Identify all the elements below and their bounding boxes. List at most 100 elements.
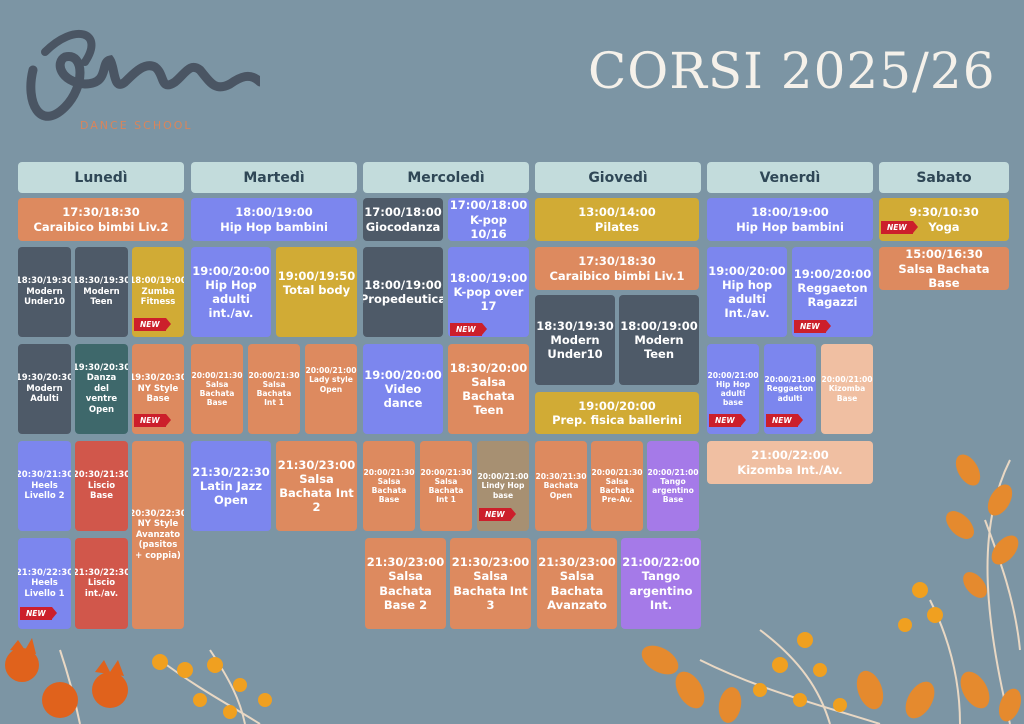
course-time: 9:30/10:30 bbox=[909, 205, 979, 220]
page-title: CORSI 2025/26 bbox=[588, 42, 996, 100]
course-time: 18:00/19:00 bbox=[132, 276, 184, 287]
course-time: 20:00/21:00 bbox=[707, 370, 759, 380]
course-name: Lindy Hop base bbox=[481, 481, 525, 500]
course-name: Salsa Bachata Base bbox=[898, 261, 990, 290]
new-badge: NEW bbox=[20, 607, 57, 620]
course-time: 18:00/19:00 bbox=[364, 277, 442, 292]
course-name: Zumba Fitness bbox=[140, 286, 176, 308]
new-badge: NEW bbox=[479, 508, 516, 521]
course-name: Caraibico bimbi Liv.2 bbox=[33, 219, 169, 234]
course-time: 20:30/21:30 bbox=[75, 470, 128, 481]
course-time: 15:00/16:30 bbox=[905, 247, 983, 262]
course-name: Salsa Bachata Base 2 bbox=[379, 569, 432, 612]
course-name: K-pop over 17 bbox=[453, 284, 524, 313]
course-card: 20:00/21:00 Tango argentino Base bbox=[647, 441, 699, 531]
course-card: 19:00/19:50 Total body bbox=[276, 247, 357, 337]
course-name: Modern Teen bbox=[83, 286, 120, 308]
course-card: 21:30/23:00 Salsa Bachata Int 2 bbox=[276, 441, 357, 531]
course-card: 20:00/21:30 Salsa Bachata Base bbox=[363, 441, 415, 531]
course-name: Tango argentino Base bbox=[652, 476, 694, 505]
course-card: 19:30/20:30 Danza del ventre Open bbox=[75, 344, 128, 434]
course-time: 21:00/22:00 bbox=[622, 555, 700, 570]
course-card: 20:00/21:00 Lady style Open bbox=[305, 344, 357, 434]
course-time: 19:00/20:00 bbox=[364, 367, 442, 382]
course-card: 19:30/20:30 Modern Adulti bbox=[18, 344, 71, 434]
course-card: 18:00/19:00 Modern Teen bbox=[619, 295, 699, 385]
course-name: Kizomba Base bbox=[828, 384, 866, 403]
course-time: 17:30/18:30 bbox=[578, 254, 656, 269]
course-time: 21:30/23:00 bbox=[366, 555, 445, 570]
course-card: 20:00/21:30 Salsa Bachata Pre-Av. bbox=[591, 441, 643, 531]
course-name: NY Style Base bbox=[137, 383, 179, 405]
course-name: Modern Teen bbox=[634, 332, 684, 361]
course-card: 19:00/20:00 Hip hop adulti Int./av. bbox=[707, 247, 787, 337]
course-name: Lady style Open bbox=[309, 375, 353, 394]
course-time: 19:30/20:30 bbox=[18, 373, 71, 384]
logo-script bbox=[26, 30, 260, 121]
course-name: Giocodanza bbox=[365, 219, 441, 234]
course-time: 21:30/23:00 bbox=[277, 457, 356, 472]
course-time: 17:00/18:00 bbox=[449, 198, 528, 213]
course-card: 17:00/18:00 K-pop 10/16 bbox=[448, 198, 529, 241]
course-name: Reggaeton Ragazzi bbox=[797, 281, 868, 310]
course-time: 21:30/22:30 bbox=[192, 464, 270, 479]
day-header-sabato: Sabato bbox=[879, 162, 1009, 193]
course-card: 21:30/22:30 Latin Jazz Open bbox=[191, 441, 271, 531]
course-time: 19:30/20:30 bbox=[132, 373, 184, 384]
course-name: Salsa Bachata Teen bbox=[462, 374, 515, 418]
course-name: Liscio int./av. bbox=[84, 578, 119, 599]
course-time: 19:00/20:00 bbox=[578, 398, 656, 413]
course-time: 21:30/22:30 bbox=[18, 567, 71, 578]
course-name: Propedeutica bbox=[363, 292, 443, 306]
new-badge: NEW bbox=[450, 323, 487, 336]
course-card: 19:00/20:00 Prep. fisica ballerini bbox=[535, 392, 699, 434]
course-name: Bachata Open bbox=[543, 481, 579, 500]
course-time: 19:00/19:50 bbox=[277, 269, 356, 283]
course-card: 21:00/22:00 Kizomba Int./Av. bbox=[707, 441, 873, 484]
course-card: 20:30/21:30 Heels Livello 2 bbox=[18, 441, 71, 531]
course-name: Salsa Bachata Pre-Av. bbox=[599, 476, 635, 505]
new-badge: NEW bbox=[709, 414, 746, 427]
course-time: 18:30/19:30 bbox=[75, 276, 128, 287]
course-card: 19:00/20:00 Video dance bbox=[363, 344, 443, 434]
course-card: 20:00/21:30 Salsa Bachata Int 1 bbox=[248, 344, 300, 434]
course-name: Reggaeton adulti bbox=[766, 384, 814, 403]
course-time: 18:30/20:00 bbox=[449, 360, 528, 375]
course-name: Kizomba Int./Av. bbox=[737, 462, 843, 477]
course-card: 18:30/20:00 Salsa Bachata Teen bbox=[448, 344, 529, 434]
course-card: 21:30/23:00 Salsa Bachata Int 3 bbox=[450, 538, 531, 629]
course-name: Danza del ventre Open bbox=[85, 373, 118, 415]
new-badge: NEW bbox=[134, 318, 171, 331]
course-card: 21:00/22:00 Tango argentino Int. bbox=[621, 538, 701, 629]
course-card: 13:00/14:00 Pilates bbox=[535, 198, 699, 241]
course-name: Caraibico bimbi Liv.1 bbox=[549, 268, 685, 283]
course-time: 20:00/21:00 bbox=[647, 467, 699, 477]
course-time: 20:00/21:00 bbox=[764, 375, 816, 385]
course-card: 19:00/20:00 Hip Hop adulti int./av. bbox=[191, 247, 271, 337]
course-card: 9:30/10:30 Yoga bbox=[879, 198, 1009, 241]
new-badge: NEW bbox=[881, 221, 918, 234]
course-name: Liscio Base bbox=[87, 480, 116, 502]
course-time: 20:00/21:30 bbox=[363, 467, 415, 477]
new-badge: NEW bbox=[766, 414, 803, 427]
course-time: 18:00/19:00 bbox=[751, 205, 829, 220]
course-time: 20:00/21:00 bbox=[821, 375, 873, 385]
course-card: 18:30/19:30 Modern Under10 bbox=[535, 295, 615, 385]
course-name: Prep. fisica ballerini bbox=[552, 413, 682, 427]
course-card: 18:00/19:00 Hip Hop bambini bbox=[191, 198, 357, 241]
course-card: 18:00/19:00 Propedeutica bbox=[363, 247, 443, 337]
course-time: 18:30/19:30 bbox=[18, 276, 71, 287]
course-time: 20:30/22:30 bbox=[132, 509, 184, 520]
course-name: Heels Livello 2 bbox=[24, 480, 65, 502]
course-name: Salsa Bachata Int 1 bbox=[428, 476, 464, 505]
course-time: 20:00/21:30 bbox=[591, 467, 643, 477]
course-card: 18:00/19:00 Hip Hop bambini bbox=[707, 198, 873, 241]
day-header-lunedi: Lunedì bbox=[18, 162, 184, 193]
course-card: 18:00/19:00 K-pop over 17 bbox=[448, 247, 529, 337]
course-name: Hip Hop adulti int./av. bbox=[205, 277, 257, 321]
course-name: Hip Hop bambini bbox=[736, 219, 844, 234]
course-time: 21:30/23:00 bbox=[538, 555, 616, 570]
course-card: 17:00/18:00 Giocodanza bbox=[363, 198, 443, 241]
course-time: 19:30/20:30 bbox=[75, 363, 128, 374]
course-name: Heels Livello 1 bbox=[24, 578, 65, 599]
